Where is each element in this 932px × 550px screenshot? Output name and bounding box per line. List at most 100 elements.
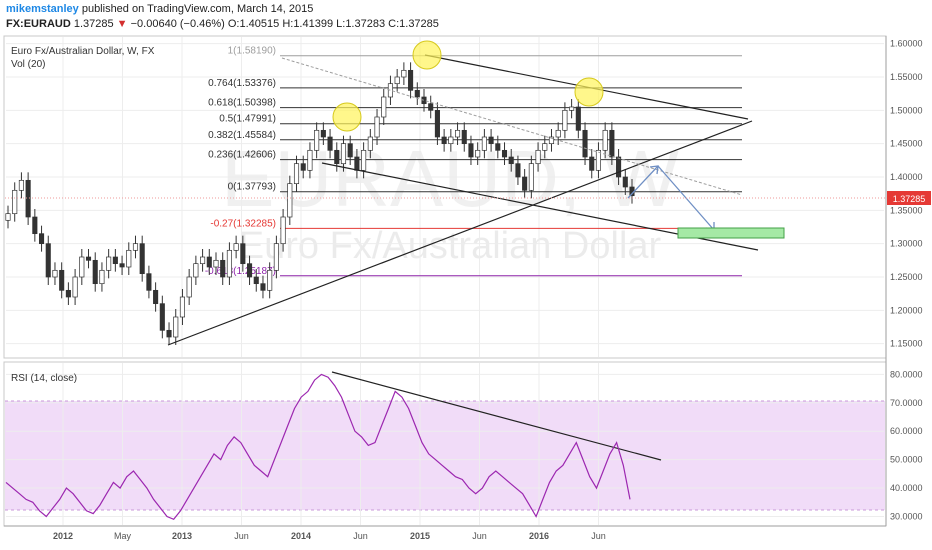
candle-up [179,296,186,318]
time-tick-label: Jun [472,531,487,541]
ascending-trendline[interactable] [167,120,753,346]
candle-up [562,109,568,131]
chart-title: Euro Fx/Australian Dollar, W, FX [11,46,155,57]
candle-up [555,129,561,138]
current-price-tag-label: 1.37285 [893,194,926,204]
rsi-tick-label: 60.0000 [890,426,923,436]
candle-down [246,263,253,278]
candle-up [18,179,24,191]
candle-down [260,283,266,291]
candle-down [38,233,45,245]
down-arrow-icon: ▼ [116,18,128,30]
candle-up [401,69,407,78]
candle-down [408,69,414,91]
candle-down [166,329,172,338]
candle-down [515,163,521,178]
price-change: −0.00640 (−0.46%) [130,18,225,30]
candle-up [448,136,454,145]
candle-up [367,136,373,151]
candle-down [220,259,226,278]
candle-down [25,179,31,218]
fib-level-label: 0.5(1.47991) [219,114,276,125]
symbol-label[interactable]: FX:EURAUD [6,18,71,30]
time-tick-label: 2014 [291,531,311,541]
candle-up [602,129,608,151]
candle-up [52,269,58,278]
price-tick-label: 1.35000 [890,205,923,215]
candle-up [548,136,555,145]
fib-level-label: 0(1.37793) [228,182,276,193]
candle-down [139,243,145,275]
candle-down [508,156,514,165]
candle-down [159,303,165,331]
publish-line: mikemstanley published on TradingView.co… [6,3,313,15]
time-tick-label: 2015 [410,531,430,541]
price-tick-label: 1.50000 [890,105,923,115]
low-value: L:1.37283 [336,18,386,30]
fib-level-label: 0.382(1.45584) [208,130,276,141]
rsi-band [5,401,885,510]
candle-down [206,256,212,268]
candle-up [535,149,541,165]
candle-up [213,259,219,268]
peak-marker-right[interactable] [574,77,604,107]
rsi-tick-label: 50.0000 [890,455,923,465]
candle-down [59,269,65,291]
candle-down [428,103,434,111]
close-value: C:1.37285 [388,18,439,30]
trend-drawings[interactable] [167,40,785,461]
candle-down [354,156,360,171]
candle-up [528,163,534,191]
current-price-tag [887,191,931,205]
open-value: O:1.40515 [227,18,280,30]
candle-down [253,276,259,285]
rsi-line [5,373,631,521]
candle-down [347,143,353,158]
high-value: H:1.41399 [282,18,334,30]
candle-up [79,256,85,278]
candle-up [173,316,179,338]
price-tick-label: 1.15000 [890,339,923,349]
time-tick-label: 2016 [529,531,549,541]
candle-down [616,156,622,178]
time-tick-label: May [114,531,132,541]
peak-marker-center[interactable] [412,40,442,70]
candle-up [99,269,105,285]
candle-down [468,143,474,158]
candle-down [622,176,628,188]
price-tick-label: 1.40000 [890,172,923,182]
candle-up [186,276,192,298]
price-tick-label: 1.30000 [890,239,923,249]
candle-up [595,149,602,171]
candle-up [293,163,300,185]
fib-level-label: 1(1.58190) [228,46,276,57]
candle-up [475,149,481,158]
candle-up [226,249,232,278]
author-link[interactable]: mikemstanley [6,3,79,15]
rsi-trendline[interactable] [331,371,662,461]
quote-line: FX:EURAUD 1.37285 ▼ −0.00640 (−0.46%) O:… [6,18,439,30]
candle-up [126,249,132,268]
fib-level-label: -0.618(1.25187) [205,266,276,277]
candle-down [45,243,51,278]
fib-level-label: -0.27(1.32285) [210,218,276,229]
target-zone[interactable] [677,227,785,239]
price-tick-label: 1.55000 [890,72,923,82]
price-tick-label: 1.60000 [890,39,923,49]
candle-up [233,243,239,251]
candle-down [334,149,340,165]
candle-down [119,263,125,268]
candle-up [314,129,320,151]
candle-down [32,216,38,235]
peak-marker-left[interactable] [332,102,362,132]
price-tick-label: 1.20000 [890,305,923,315]
candle-up [454,129,461,138]
candle-up [387,83,394,98]
candle-up [267,269,273,291]
candle-up [132,243,139,251]
candle-down [501,149,508,158]
candle-down [589,156,595,171]
candle-up [381,96,387,118]
time-tick-label: 2013 [172,531,192,541]
